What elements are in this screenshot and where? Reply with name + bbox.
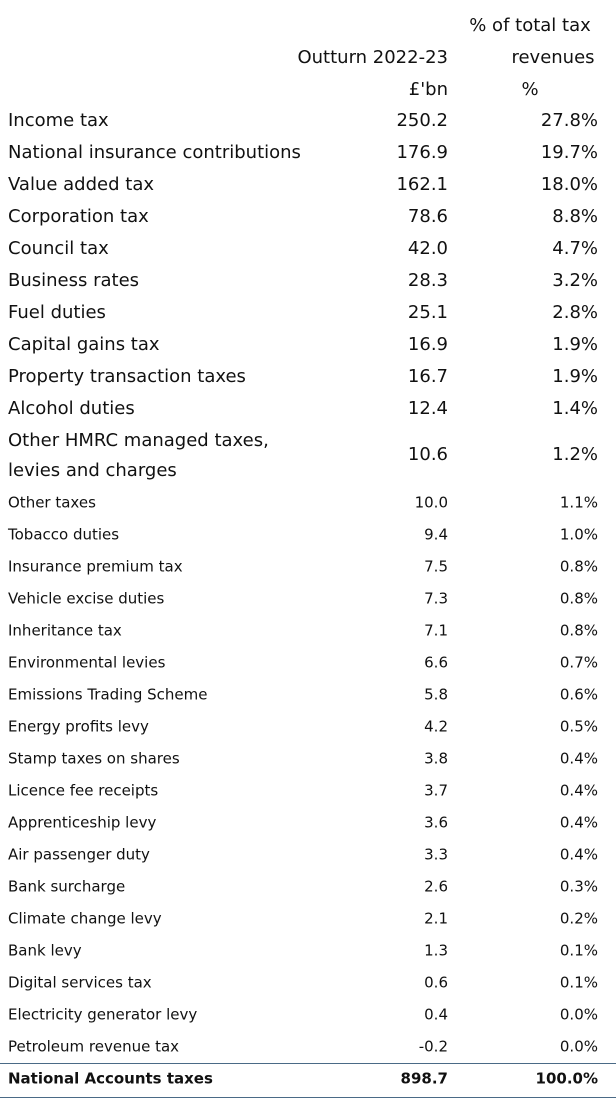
row-value: 3.8 [424,749,448,768]
row-share: 0.5% [559,717,598,736]
row-share: 0.8% [559,621,598,640]
row-value: 2.1 [424,909,448,928]
row-label: Energy profits levy [8,717,149,736]
row-share: 18.0% [540,174,598,195]
row-value: 250.2 [396,110,448,131]
row-share: 0.4% [559,845,598,864]
column-header: Outturn 2022-23 [297,47,448,68]
row-label: Business rates [8,270,140,291]
row-value: 9.4 [424,525,448,544]
row-value: 25.1 [407,302,448,323]
column-header: % of total tax [469,15,591,36]
row-share: 3.2% [552,270,598,291]
row-share: 0.8% [559,589,598,608]
row-label: Apprenticeship levy [8,813,157,832]
row-label: Environmental levies [8,653,166,672]
row-value: 4.2 [424,717,448,736]
row-label: Bank levy [8,941,82,960]
row-share: 0.4% [559,781,598,800]
row-value: 42.0 [407,238,448,259]
rule-below-total [0,1097,616,1098]
row-label: Digital services tax [8,973,152,992]
row-label: Bank surcharge [8,877,126,896]
row-value: 3.6 [424,813,448,832]
row-share: 1.2% [552,444,598,465]
row-share: 0.1% [559,973,598,992]
row-value: 3.3 [424,845,448,864]
row-share: 0.2% [559,909,598,928]
row-value: -0.2 [418,1037,448,1056]
row-value: 162.1 [396,174,448,195]
row-value: 7.5 [424,557,448,576]
row-label: levies and charges [8,460,177,481]
row-share: 2.8% [552,302,598,323]
row-value: 7.3 [424,589,448,608]
row-label: Tobacco duties [8,525,120,544]
row-share: 19.7% [540,142,598,163]
row-share: 1.0% [559,525,598,544]
row-label: Other HMRC managed taxes, [8,430,269,451]
column-header: £'bn [408,79,448,100]
row-label: Income tax [8,110,109,131]
total-value: 898.7 [400,1069,448,1088]
row-label: Electricity generator levy [8,1005,198,1024]
row-label: Corporation tax [8,206,149,227]
row-value: 28.3 [407,270,448,291]
row-share: 8.8% [552,206,598,227]
row-share: 1.9% [552,334,598,355]
total-share: 100.0% [535,1069,598,1088]
row-label: Value added tax [8,174,154,195]
column-header: % [521,79,539,100]
row-value: 3.7 [424,781,448,800]
row-value: 0.4 [424,1005,448,1024]
row-value: 10.0 [414,493,448,512]
row-value: 0.6 [424,973,448,992]
row-share: 1.4% [552,398,598,419]
row-label: National insurance contributions [8,142,301,163]
column-header: revenues [511,47,595,68]
row-share: 0.0% [559,1037,598,1056]
row-share: 1.1% [559,493,598,512]
row-label: Emissions Trading Scheme [8,685,208,704]
total-label: National Accounts taxes [8,1069,213,1088]
row-label: Capital gains tax [8,334,160,355]
rule-above-total [0,1063,616,1064]
row-value: 2.6 [424,877,448,896]
row-share: 27.8% [540,110,598,131]
row-value: 5.8 [424,685,448,704]
row-value: 16.9 [407,334,448,355]
row-share: 0.8% [559,557,598,576]
row-label: Fuel duties [8,302,106,323]
row-share: 0.1% [559,941,598,960]
row-label: Petroleum revenue tax [8,1037,180,1056]
row-value: 16.7 [407,366,448,387]
row-value: 12.4 [407,398,448,419]
row-label: Council tax [8,238,109,259]
row-value: 6.6 [424,653,448,672]
row-label: Stamp taxes on shares [8,749,180,768]
row-value: 10.6 [407,444,448,465]
row-share: 0.4% [559,813,598,832]
row-value: 1.3 [424,941,448,960]
row-label: Alcohol duties [8,398,135,419]
row-value: 78.6 [407,206,448,227]
row-share: 4.7% [552,238,598,259]
row-share: 1.9% [552,366,598,387]
row-share: 0.3% [559,877,598,896]
row-label: Inheritance tax [8,621,122,640]
row-label: Other taxes [8,493,96,512]
row-label: Climate change levy [8,909,162,928]
row-share: 0.0% [559,1005,598,1024]
row-share: 0.7% [559,653,598,672]
row-label: Property transaction taxes [8,366,246,387]
row-label: Licence fee receipts [8,781,159,800]
row-value: 176.9 [396,142,448,163]
row-value: 7.1 [424,621,448,640]
row-label: Vehicle excise duties [8,589,165,608]
row-label: Air passenger duty [8,845,150,864]
row-label: Insurance premium tax [8,557,183,576]
row-share: 0.6% [559,685,598,704]
row-share: 0.4% [559,749,598,768]
